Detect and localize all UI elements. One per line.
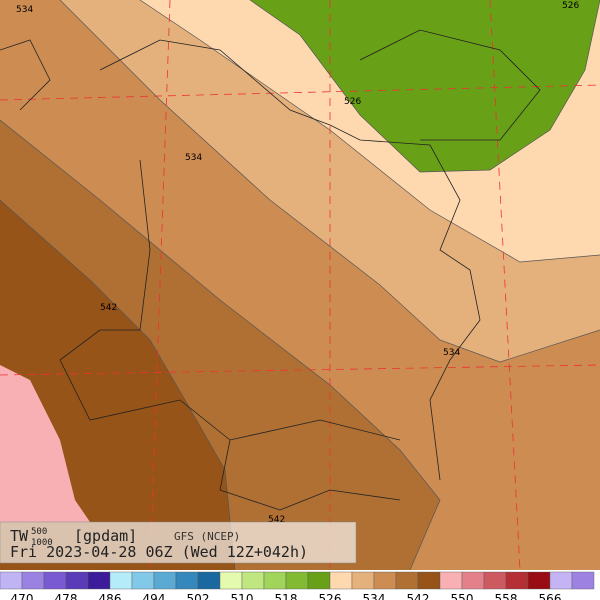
colorbar-box — [461, 571, 485, 590]
colorbar-box — [395, 571, 419, 590]
contour-labels: 534 534 542 534 526 526 542 — [16, 1, 579, 525]
colorbar-box — [505, 571, 529, 590]
field-superscript: 500 — [31, 527, 47, 537]
colorbar-label: 566 — [539, 592, 562, 600]
contour-label: 526 — [562, 1, 579, 11]
field-subscript: 1000 — [31, 538, 53, 548]
colorbar-label: 550 — [451, 592, 474, 600]
contour-label: 542 — [268, 515, 285, 525]
colorbar-box — [417, 571, 441, 590]
colorbar-box — [43, 571, 67, 590]
colorbar-box — [307, 571, 331, 590]
colorbar-box — [219, 571, 243, 590]
colorbar-box — [329, 571, 353, 590]
model: GFS (NCEP) — [174, 530, 240, 543]
colorbar-box — [0, 571, 23, 590]
colorbar-box — [109, 571, 133, 590]
colorbar-box — [197, 571, 221, 590]
colorbar-label: 518 — [275, 592, 298, 600]
contour-label: 534 — [16, 5, 33, 15]
contour-label: 526 — [344, 97, 361, 107]
colorbar-box — [527, 571, 551, 590]
colorbar-box — [21, 571, 45, 590]
colorbar-box — [153, 571, 177, 590]
colorbar-box — [87, 571, 111, 590]
contour-fill — [0, 0, 600, 570]
colorbar-box — [483, 571, 507, 590]
colorbar-box — [241, 571, 265, 590]
colorbar-box — [571, 571, 595, 590]
units: [gpdam] — [74, 527, 137, 545]
field-name: TW — [10, 527, 29, 545]
colorbar-label: 558 — [495, 592, 518, 600]
colorbar-box — [263, 571, 287, 590]
colorbar-box — [65, 571, 89, 590]
colorbar-label: 502 — [187, 592, 210, 600]
colorbar-box — [439, 571, 463, 590]
contour-label: 534 — [185, 153, 202, 163]
colorbar: 470 478 486 494 502 510 518 526 534 542 550 558 566 — [0, 571, 595, 600]
info-background — [0, 521, 357, 564]
valid-time: Fri 2023-04-28 06Z (Wed 12Z+042h) — [10, 543, 308, 561]
colorbar-box — [373, 571, 397, 590]
colorbar-label: 542 — [407, 592, 430, 600]
colorbar-label: 478 — [55, 592, 78, 600]
grid-lines — [0, 0, 600, 571]
colorbar-box — [131, 571, 155, 590]
contour-label: 534 — [443, 348, 460, 358]
colorbar-label: 486 — [99, 592, 122, 600]
colorbar-label: 534 — [363, 592, 386, 600]
colorbar-box — [175, 571, 199, 590]
colorbar-box — [549, 571, 573, 590]
info-box: TW 500 1000 [gpdam] GFS (NCEP) Fri 2023-… — [0, 521, 357, 564]
colorbar-label: 526 — [319, 592, 342, 600]
colorbar-box — [285, 571, 309, 590]
colorbar-label: 494 — [143, 592, 166, 600]
colorbar-label: 470 — [11, 592, 34, 600]
colorbar-box — [351, 571, 375, 590]
colorbar-label: 510 — [231, 592, 254, 600]
contour-label: 542 — [100, 303, 117, 313]
borders — [0, 29, 541, 511]
